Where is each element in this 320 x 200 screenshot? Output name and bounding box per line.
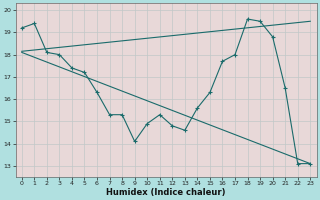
- X-axis label: Humidex (Indice chaleur): Humidex (Indice chaleur): [106, 188, 226, 197]
